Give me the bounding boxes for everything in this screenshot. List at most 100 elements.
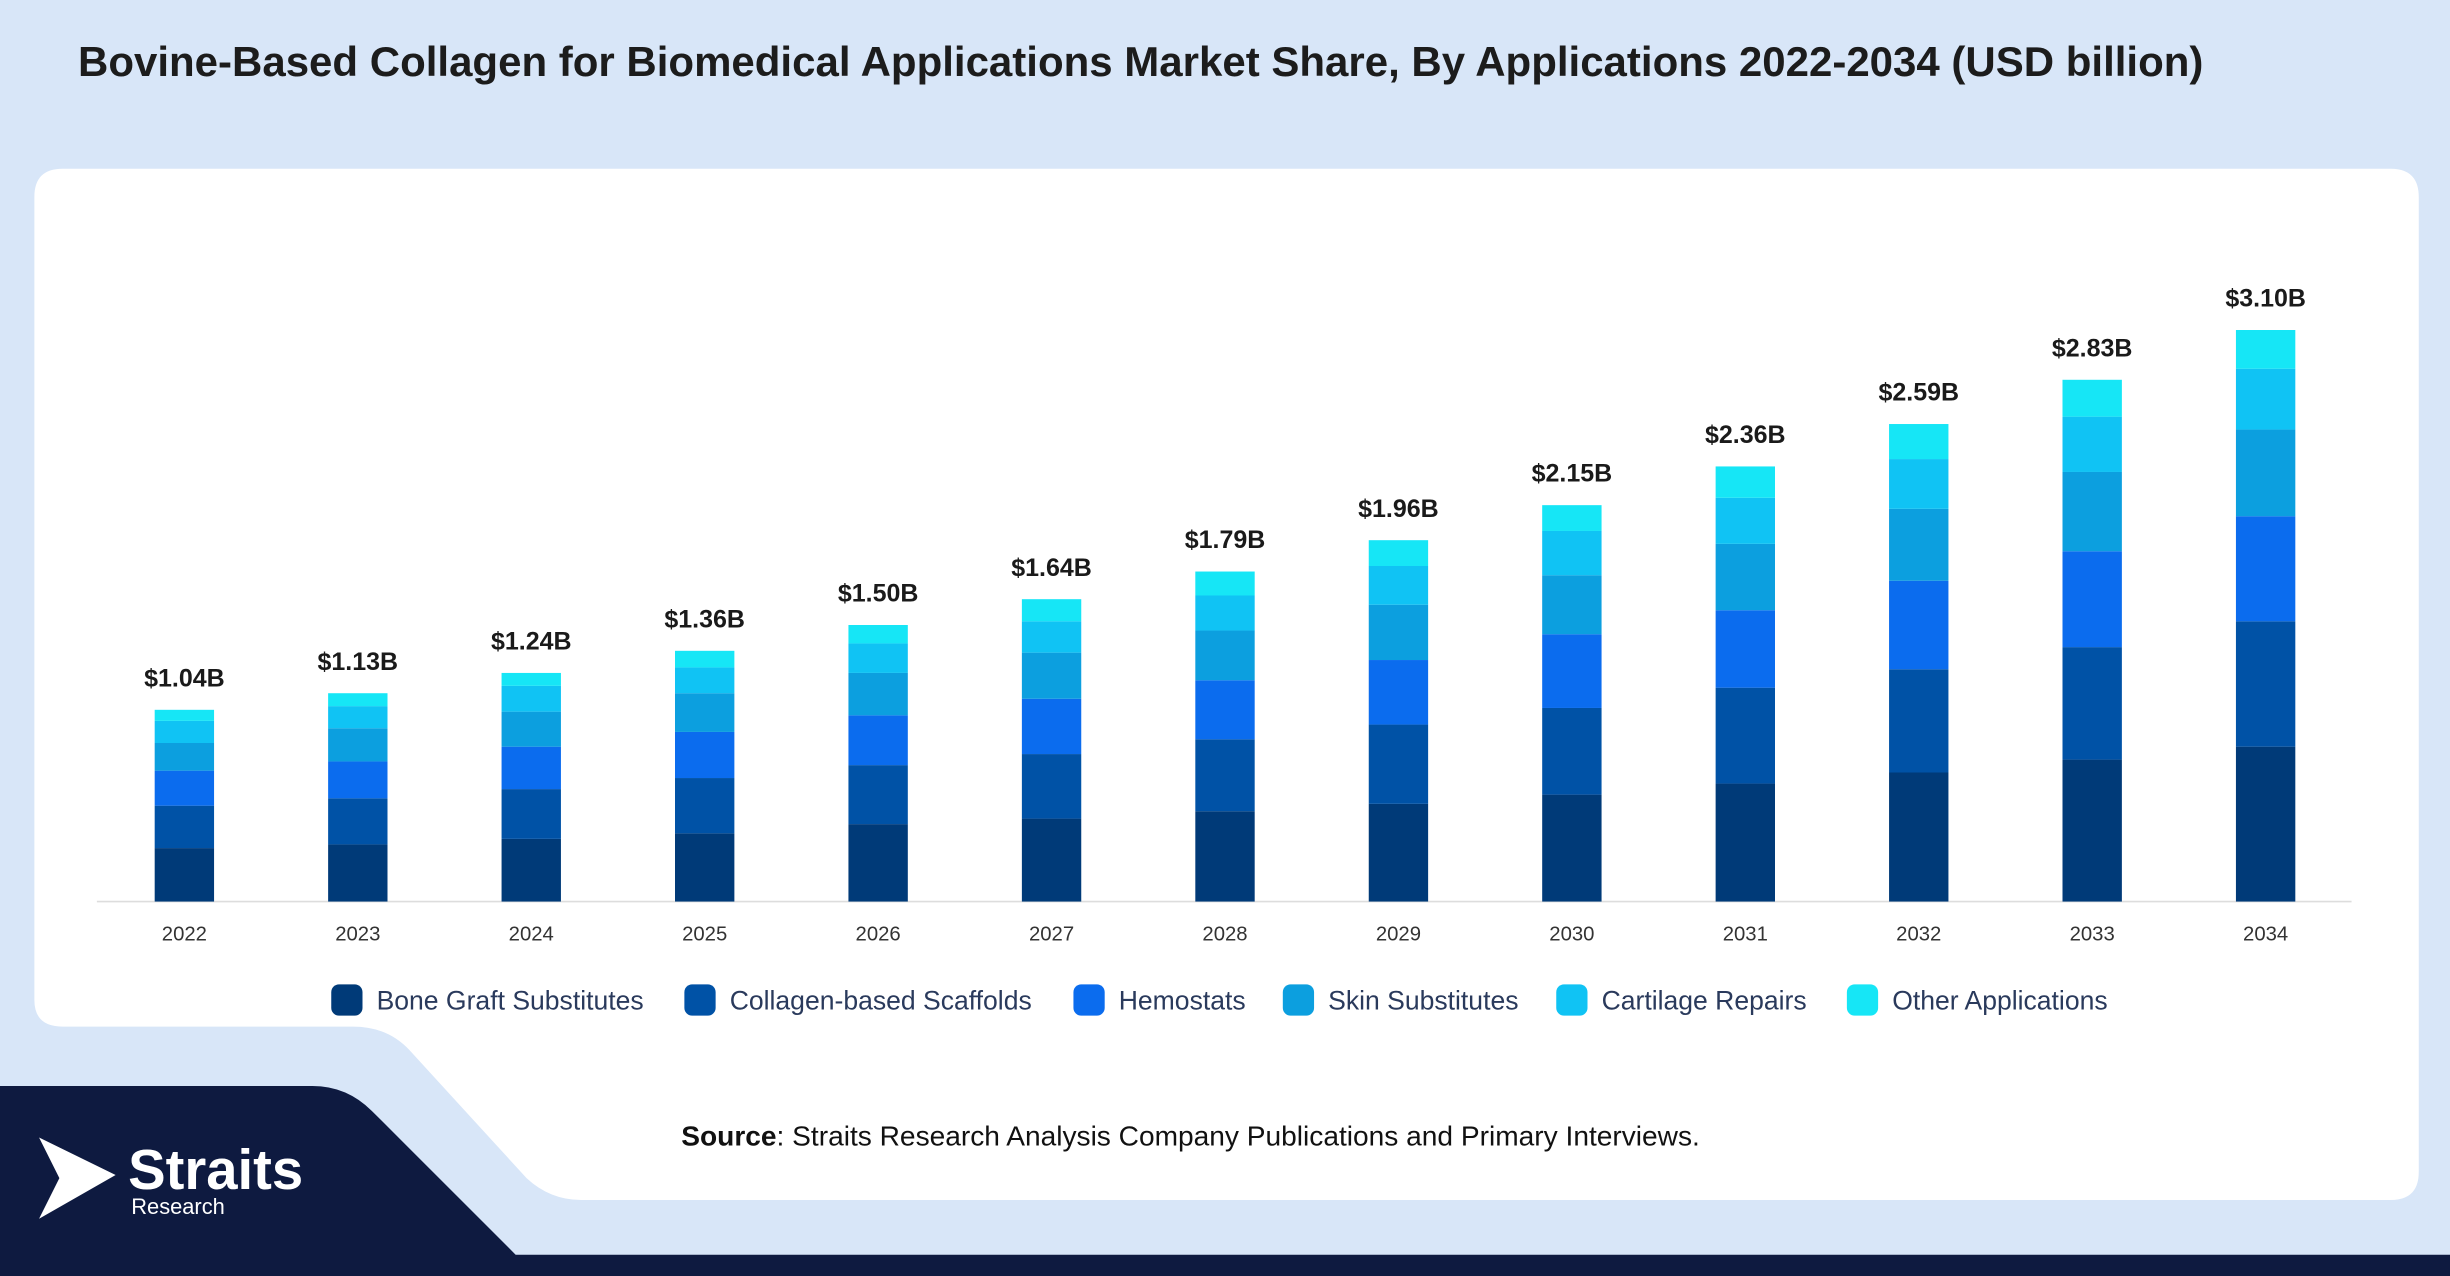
- logo-sub: Research: [131, 1194, 225, 1219]
- legend-label: Cartilage Repairs: [1602, 985, 1807, 1015]
- bar-segment: [1195, 811, 1255, 902]
- total-label: $2.83B: [2052, 334, 2133, 362]
- bar-segment: [501, 838, 561, 902]
- bar-segment: [1195, 739, 1255, 812]
- bar-segment: [2235, 368, 2296, 430]
- bar-segment: [675, 731, 735, 779]
- bar-segment: [675, 693, 735, 732]
- bar-segment: [328, 693, 388, 707]
- logo-mark: [39, 1137, 116, 1219]
- bar-segment: [675, 650, 735, 668]
- legend-swatch: [1073, 984, 1105, 1016]
- bar-segment: [1021, 698, 1082, 755]
- bar-segment: [1542, 794, 1602, 902]
- bar-segment: [1889, 459, 1949, 509]
- bar-segment: [1195, 571, 1255, 596]
- bar-segment: [1542, 505, 1602, 531]
- bar-segment: [675, 778, 735, 834]
- bar-segment: [154, 709, 215, 721]
- bar-segment: [328, 798, 388, 845]
- bar-segment: [1368, 604, 1429, 661]
- footer-band: [0, 1085, 2450, 1276]
- bar-segment: [1715, 687, 1775, 784]
- legend-label: Bone Graft Substitutes: [377, 985, 644, 1015]
- bar-segment: [2235, 621, 2296, 747]
- bar-segment: [1368, 724, 1429, 804]
- chart-title: Bovine-Based Collagen for Biomedical App…: [78, 38, 2204, 85]
- bar-segment: [2062, 416, 2122, 472]
- logo-name: Straits: [128, 1138, 303, 1201]
- x-tick-label: 2029: [1376, 924, 1421, 946]
- bar-segment: [154, 743, 215, 771]
- x-tick-label: 2030: [1549, 924, 1594, 946]
- bar-segment: [1715, 783, 1775, 902]
- bar-segment: [154, 848, 215, 902]
- bar-segment: [1368, 660, 1429, 725]
- legend-label: Hemostats: [1119, 985, 1246, 1015]
- bar-segment: [1195, 680, 1255, 740]
- x-tick-label: 2025: [682, 924, 727, 946]
- bar-segment: [675, 833, 735, 902]
- bar-segment: [1889, 580, 1949, 670]
- bar-segment: [1715, 497, 1775, 544]
- bar-segment: [1195, 630, 1255, 681]
- bar-segment: [2062, 551, 2122, 648]
- bar-segment: [848, 672, 908, 716]
- bar-segment: [2235, 516, 2296, 622]
- bar-segment: [154, 720, 215, 743]
- total-label: $3.10B: [2225, 285, 2306, 313]
- bar-segment: [2235, 429, 2296, 517]
- legend-label: Skin Substitutes: [1328, 985, 1518, 1015]
- bar-segment: [154, 805, 215, 849]
- x-tick-label: 2034: [2243, 924, 2288, 946]
- bar-segment: [848, 765, 908, 825]
- bar-segment: [2235, 330, 2296, 369]
- x-tick-label: 2033: [2070, 924, 2115, 946]
- bar-segment: [1195, 595, 1255, 631]
- bar-segment: [1021, 754, 1082, 819]
- total-label: $1.24B: [491, 628, 572, 656]
- total-label: $1.50B: [838, 580, 919, 608]
- bar-segment: [1542, 634, 1602, 708]
- total-label: $1.04B: [144, 664, 225, 692]
- source-label: Source: [681, 1120, 776, 1151]
- bar-segment: [328, 761, 388, 799]
- bar-segment: [328, 706, 388, 729]
- bar-segment: [1021, 599, 1082, 622]
- bar-segment: [1021, 621, 1082, 653]
- bar-segment: [848, 824, 908, 902]
- legend-label: Other Applications: [1892, 985, 2107, 1015]
- bar-segment: [2235, 746, 2296, 902]
- bar-segment: [2062, 471, 2122, 552]
- bar-segment: [1889, 669, 1949, 773]
- bar-segment: [848, 643, 908, 673]
- bar-segment: [1715, 610, 1775, 688]
- bar-segment: [2062, 759, 2122, 902]
- bar-segment: [1368, 566, 1429, 605]
- bar-segment: [1715, 543, 1775, 611]
- bar-segment: [1021, 652, 1082, 699]
- x-tick-label: 2027: [1029, 924, 1074, 946]
- bar-segment: [501, 672, 561, 686]
- total-label: $1.96B: [1358, 495, 1439, 523]
- x-tick-label: 2022: [162, 924, 207, 946]
- x-tick-label: 2023: [335, 924, 380, 946]
- bar-segment: [1889, 424, 1949, 460]
- total-label: $1.36B: [664, 605, 745, 633]
- legend-swatch: [1846, 984, 1879, 1016]
- bar-segment: [1889, 508, 1949, 581]
- x-tick-label: 2026: [856, 924, 901, 946]
- total-label: $1.13B: [318, 648, 399, 676]
- total-label: $2.59B: [1878, 379, 1959, 407]
- legend-swatch: [684, 984, 716, 1016]
- bar-segment: [328, 844, 388, 902]
- x-tick-label: 2032: [1896, 924, 1941, 946]
- bar-segment: [2062, 379, 2122, 417]
- source: Source: Straits Research Analysis Compan…: [681, 1120, 1700, 1151]
- x-tick-label: 2024: [509, 924, 554, 946]
- bar-segment: [1542, 707, 1602, 795]
- bar-segment: [2062, 647, 2122, 760]
- bar-segment: [1889, 772, 1949, 902]
